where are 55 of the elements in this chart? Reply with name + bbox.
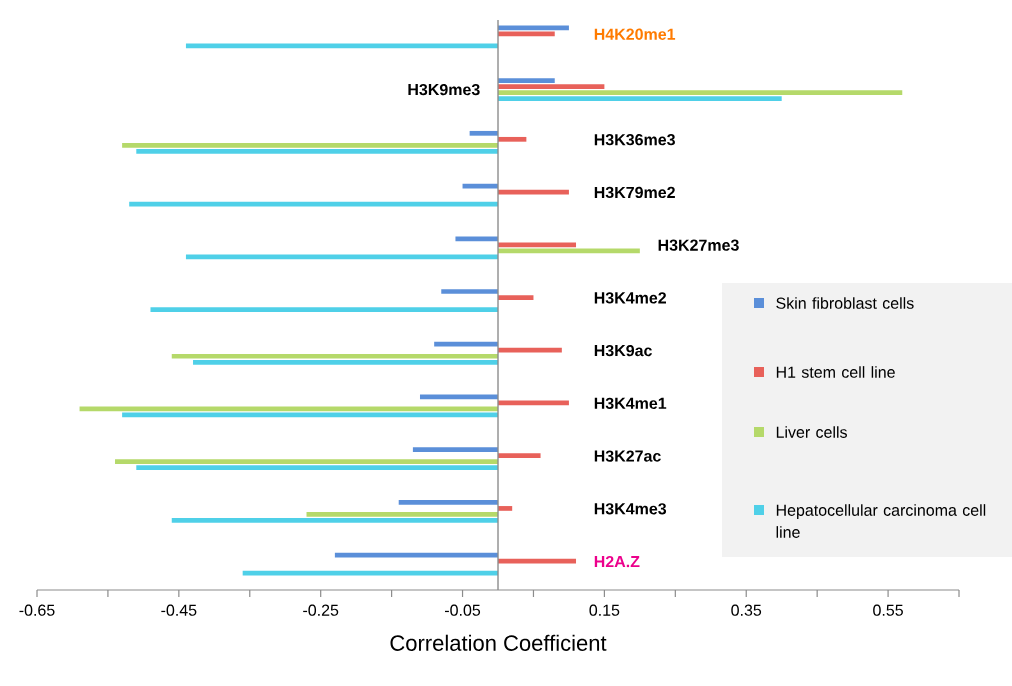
bar bbox=[498, 506, 513, 511]
bar bbox=[150, 307, 498, 312]
y-tick-label: H3K4me2 bbox=[594, 292, 666, 304]
bar bbox=[498, 248, 640, 254]
y-tick-label: H3K9ac bbox=[594, 344, 652, 357]
bar bbox=[171, 518, 498, 523]
y-tick-label: H3K79me2 bbox=[594, 186, 675, 199]
y-tick-label: H3K27me3 bbox=[658, 239, 739, 251]
bar bbox=[498, 295, 534, 300]
x-tick-label: -0.45 bbox=[161, 604, 197, 616]
bar bbox=[412, 447, 498, 453]
bar bbox=[185, 254, 498, 260]
x-tick-label: -0.05 bbox=[445, 604, 481, 616]
y-tick-label: H4K20me1 bbox=[594, 28, 676, 40]
bar bbox=[398, 500, 498, 505]
bar bbox=[498, 25, 569, 31]
x-axis-title: Correlation Coefficient bbox=[390, 634, 607, 651]
y-tick-label: H3K36me3 bbox=[594, 134, 675, 146]
y-tick-label: H2A.Z bbox=[594, 555, 640, 568]
bar bbox=[136, 465, 498, 471]
bar bbox=[171, 353, 498, 359]
bar bbox=[441, 289, 498, 294]
x-tick-label: -0.25 bbox=[303, 604, 339, 616]
x-tick-label: -0.65 bbox=[19, 604, 55, 616]
bar bbox=[469, 130, 498, 136]
legend-label: Liver cells bbox=[776, 426, 847, 438]
bar bbox=[498, 347, 562, 353]
bar bbox=[498, 31, 555, 37]
legend-label: Skin fibroblast cells bbox=[776, 297, 914, 309]
bar bbox=[498, 242, 577, 248]
bar bbox=[498, 453, 541, 459]
bar bbox=[498, 558, 577, 564]
x-tick-label: 0.15 bbox=[589, 604, 620, 616]
y-tick-label: H3K9me3 bbox=[408, 83, 480, 96]
bar bbox=[193, 359, 498, 365]
y-tick-label: H3K4me3 bbox=[594, 503, 667, 515]
bar bbox=[498, 136, 527, 142]
y-tick-label: H3K4me1 bbox=[594, 397, 667, 410]
bar bbox=[498, 90, 903, 95]
bar bbox=[306, 512, 498, 517]
bar bbox=[122, 142, 498, 148]
bar bbox=[455, 236, 498, 242]
bar bbox=[434, 341, 498, 347]
bar bbox=[498, 84, 605, 89]
x-tick-label: 0.35 bbox=[731, 604, 762, 616]
bar bbox=[498, 96, 782, 101]
bar bbox=[498, 78, 555, 83]
legend-label: Hepatocellular carcinoma cell line bbox=[776, 504, 986, 538]
x-tick-label: 0.55 bbox=[873, 604, 903, 616]
y-tick-label: H3K27ac bbox=[594, 450, 661, 462]
bar bbox=[242, 570, 498, 576]
bar bbox=[115, 459, 498, 465]
legend-label: H1 stem cell line bbox=[776, 366, 895, 378]
bar bbox=[136, 148, 498, 154]
bar bbox=[334, 552, 498, 558]
